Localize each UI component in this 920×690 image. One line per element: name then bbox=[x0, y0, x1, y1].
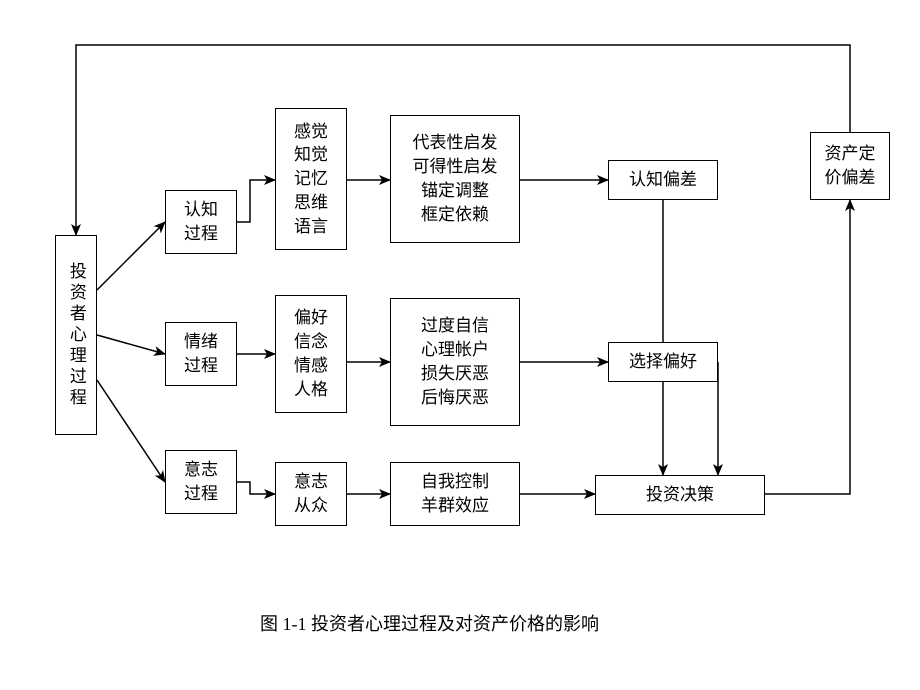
node-cognProc-label: 认知 过程 bbox=[184, 198, 218, 246]
node-cognProc: 认知 过程 bbox=[165, 190, 237, 254]
node-decision-label: 投资决策 bbox=[646, 483, 714, 507]
node-priceBias: 资产定 价偏差 bbox=[810, 132, 890, 200]
node-cognList-label: 感觉 知觉 记忆 思维 语言 bbox=[294, 120, 328, 239]
node-emoProc-label: 情绪 过程 bbox=[184, 330, 218, 378]
node-cognEff-label: 代表性启发 可得性启发 锚定调整 框定依赖 bbox=[413, 131, 498, 226]
node-root-label: 投资者心理过程 bbox=[64, 262, 88, 409]
node-decision: 投资决策 bbox=[595, 475, 765, 515]
node-cognBias: 认知偏差 bbox=[608, 160, 718, 200]
node-willProc: 意志 过程 bbox=[165, 450, 237, 514]
node-selPref-label: 选择偏好 bbox=[629, 350, 697, 374]
diagram-caption: 图 1-1 投资者心理过程及对资产价格的影响 bbox=[260, 610, 599, 636]
node-root: 投资者心理过程 bbox=[55, 235, 97, 435]
node-priceBias-label: 资产定 价偏差 bbox=[825, 142, 876, 190]
node-emoList: 偏好 信念 情感 人格 bbox=[275, 295, 347, 413]
node-willEff-label: 自我控制 羊群效应 bbox=[421, 470, 489, 518]
diagram-canvas: 投资者心理过程 认知 过程 情绪 过程 意志 过程 感觉 知觉 记忆 思维 语言… bbox=[0, 0, 920, 690]
node-cognBias-label: 认知偏差 bbox=[629, 168, 697, 192]
node-willProc-label: 意志 过程 bbox=[184, 458, 218, 506]
node-selPref: 选择偏好 bbox=[608, 342, 718, 382]
node-cognList: 感觉 知觉 记忆 思维 语言 bbox=[275, 108, 347, 250]
node-emoProc: 情绪 过程 bbox=[165, 322, 237, 386]
node-willList-label: 意志 从众 bbox=[294, 470, 328, 518]
node-cognEff: 代表性启发 可得性启发 锚定调整 框定依赖 bbox=[390, 115, 520, 243]
node-willList: 意志 从众 bbox=[275, 462, 347, 526]
node-emoList-label: 偏好 信念 情感 人格 bbox=[294, 306, 328, 401]
node-willEff: 自我控制 羊群效应 bbox=[390, 462, 520, 526]
node-emoEff: 过度自信 心理帐户 损失厌恶 后悔厌恶 bbox=[390, 298, 520, 426]
node-emoEff-label: 过度自信 心理帐户 损失厌恶 后悔厌恶 bbox=[421, 314, 489, 409]
